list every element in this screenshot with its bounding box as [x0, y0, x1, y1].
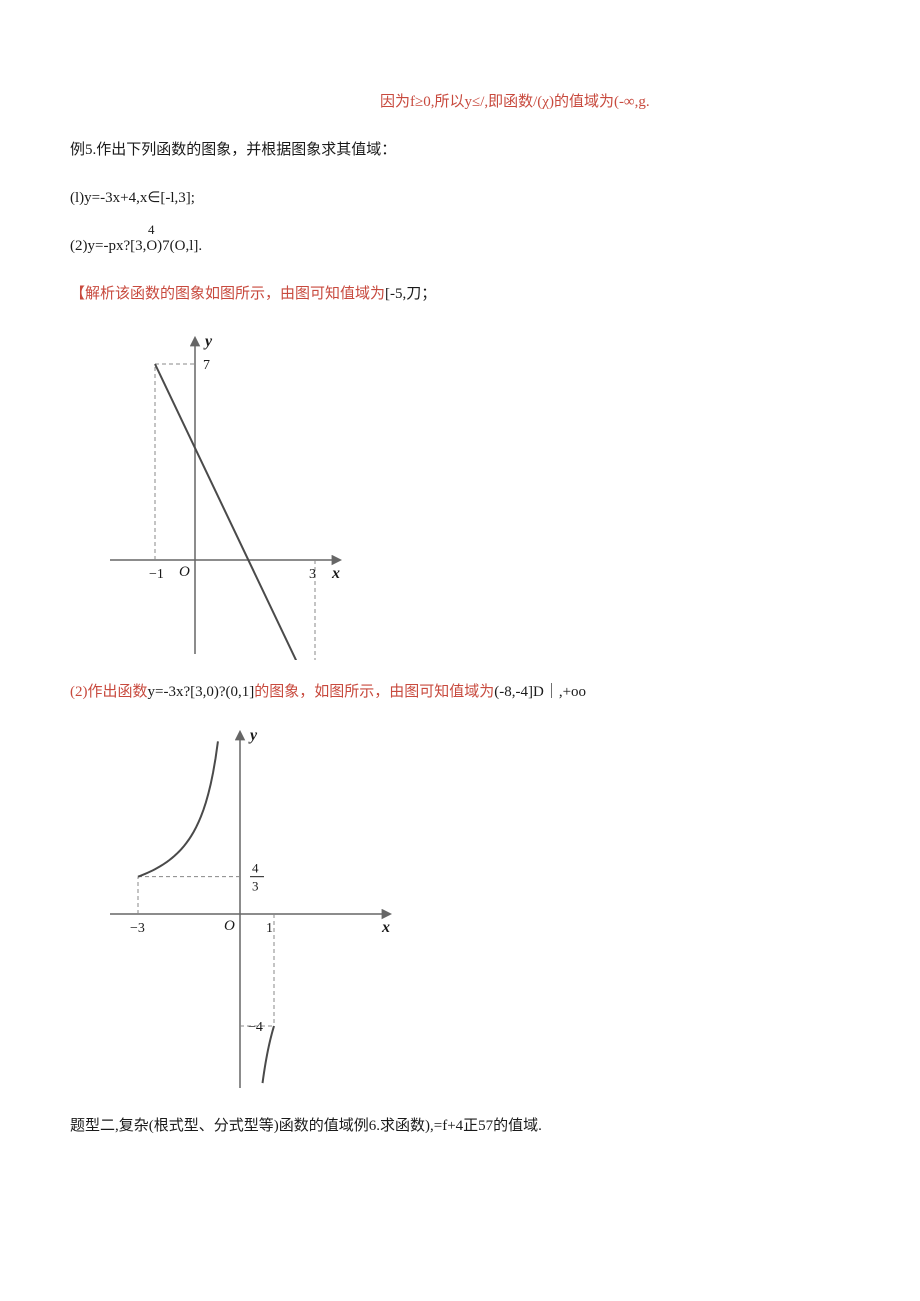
example5-item2: 4 (2)y=-px?[3,O)7(O,l].	[70, 234, 850, 258]
svg-text:−4: −4	[248, 1020, 263, 1035]
svg-text:x: x	[331, 565, 340, 582]
svg-text:x: x	[381, 919, 390, 936]
answer1: 【解析该函数的图象如图所示，由图可知值域为[-5,刀；	[70, 282, 850, 306]
svg-text:3: 3	[252, 879, 259, 894]
svg-text:1: 1	[266, 921, 273, 936]
graph-linear: −137−5Oxy	[100, 330, 350, 660]
top-note: 因为f≥0,所以y≤/,即函数/(χ)的值域为(-∞,g.	[380, 90, 850, 114]
svg-text:7: 7	[203, 358, 210, 373]
answer2-range: (-8,-4]D｜,+oo	[494, 684, 586, 700]
svg-text:O: O	[224, 918, 235, 934]
answer1-prefix: 【解析该函数的图象如图所示，由图可知值域为	[70, 286, 385, 302]
graph-hyperbola: −3 1 4 3 −4 Ox y	[100, 724, 400, 1094]
answer2: (2)作出函数y=-3x?[3,0)?(0,1]的图象，如图所示，由图可知值域为…	[70, 680, 850, 704]
example5-item2-text: (2)y=-px?[3,O)7(O,l].	[70, 238, 202, 254]
svg-text:−1: −1	[149, 567, 164, 582]
answer2-part2: 的图象，如图所示，由图可知值域为	[254, 684, 494, 700]
svg-text:4: 4	[252, 861, 259, 876]
superscript-4: 4	[148, 220, 155, 241]
example5-item1: (l)y=-3x+4,x∈[-l,3];	[70, 186, 850, 210]
svg-text:3: 3	[309, 567, 316, 582]
svg-text:y: y	[248, 727, 258, 744]
answer2-func: y=-3x?[3,0)?(0,1]	[148, 684, 255, 700]
svg-text:O: O	[179, 564, 190, 580]
example5-title: 例5.作出下列函数的图象，并根据图象求其值域：	[70, 138, 850, 162]
section2-title: 题型二,复杂(根式型、分式型等)函数的值域例6.求函数),=f+4正57的值域.	[70, 1114, 850, 1138]
svg-text:−3: −3	[130, 921, 145, 936]
answer2-part1: (2)作出函数	[70, 684, 148, 700]
svg-text:y: y	[203, 333, 213, 350]
answer1-range: [-5,刀；	[385, 286, 436, 302]
